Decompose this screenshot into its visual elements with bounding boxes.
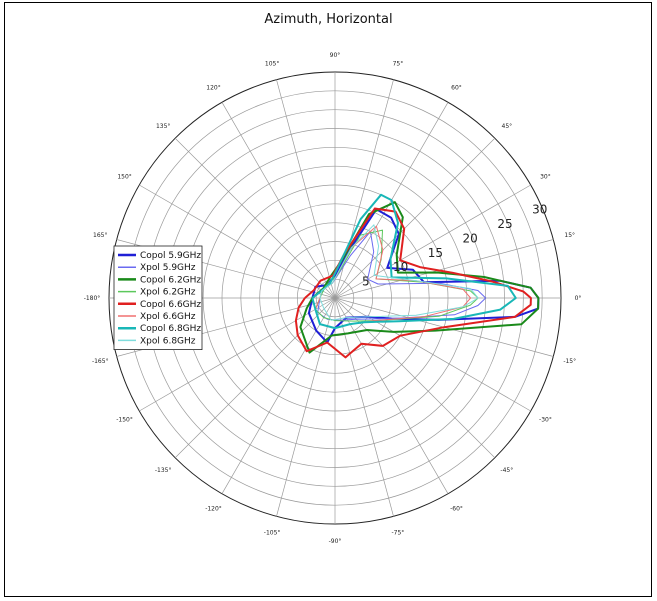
figure-frame [4,2,652,597]
grid-spoke [174,137,336,299]
legend-label: Xpol 6.8GHz [140,336,196,346]
grid-spoke [221,102,336,299]
legend-label: Xpol 5.9GHz [140,263,196,273]
legend-label: Copol 6.2GHz [140,275,201,285]
grid-spoke [174,297,336,459]
legend-label: Copol 6.8GHz [140,324,201,334]
legend-box [113,245,203,350]
legend: Copol 5.9GHz Xpol 5.9GHz Copol 6.2GHz Xpol … [113,245,203,350]
angle-tick-label: 150° [117,174,131,181]
series-line [294,207,532,359]
grid-spoke [139,297,336,412]
angle-tick-label: 30° [540,174,551,181]
grid-spoke [276,79,336,299]
angle-tick-label: 60° [451,85,462,92]
angle-tick-label: -120° [205,505,222,512]
chart-title: Azimuth, Horizontal [264,12,393,27]
grid-spoke [139,184,336,299]
angle-tick-label: 75° [393,60,404,67]
angle-tick-label: -60° [450,505,463,512]
angle-tick-label: 165° [93,232,107,239]
polar-grid [108,71,562,525]
grid-spoke [334,297,531,412]
angle-tick-label: 135° [156,123,170,130]
series-line [311,193,517,330]
angle-tick-label: -135° [155,467,172,474]
series-line [319,224,479,321]
series-line [314,229,479,322]
angle-tick-label: 90° [330,52,341,59]
angle-tick-label: -165° [92,358,109,365]
grid-spoke [334,239,554,299]
angle-tick-label: -105° [264,530,281,537]
radial-tick-labels: 5 10 15 20 25 30 [362,203,547,289]
angle-tick-label: -150° [116,417,133,424]
grid-spoke [334,137,496,299]
radial-tick-label: 20 [463,231,478,245]
angle-tick-label: -15° [563,358,576,365]
grid-spoke [334,297,496,459]
grid-spoke [276,297,336,517]
series-line [299,201,540,354]
grid-spoke [221,297,336,494]
legend-label: Xpol 6.2GHz [140,288,196,298]
angle-tick-label: -180° [84,295,101,302]
legend-label: Copol 5.9GHz [140,251,201,261]
radial-tick-label: 5 [362,275,370,289]
radial-tick-label: 15 [428,246,443,260]
angle-tick-label: -45° [500,467,513,474]
legend-label: Xpol 6.6GHz [140,312,196,322]
angle-tick-labels: 0° 15° 30° 45° 60° 75° 90° 105° 120° 135° 150° 165°… [84,52,582,545]
angle-tick-label: -75° [391,530,404,537]
angle-tick-label: -30° [539,417,552,424]
angle-tick-label: 15° [564,232,575,239]
radial-tick-label: 30 [532,203,547,217]
angle-tick-label: 45° [502,123,513,130]
legend-label: Copol 6.6GHz [140,300,201,310]
angle-tick-label: 120° [206,85,220,92]
angle-tick-label: 0° [575,295,582,302]
angle-tick-label: -90° [329,538,342,545]
grid-spoke [334,297,449,494]
angle-tick-label: 105° [265,60,279,67]
radial-tick-label: 25 [497,217,512,231]
radial-tick-label: 10 [393,260,408,274]
series-lines [294,193,540,359]
